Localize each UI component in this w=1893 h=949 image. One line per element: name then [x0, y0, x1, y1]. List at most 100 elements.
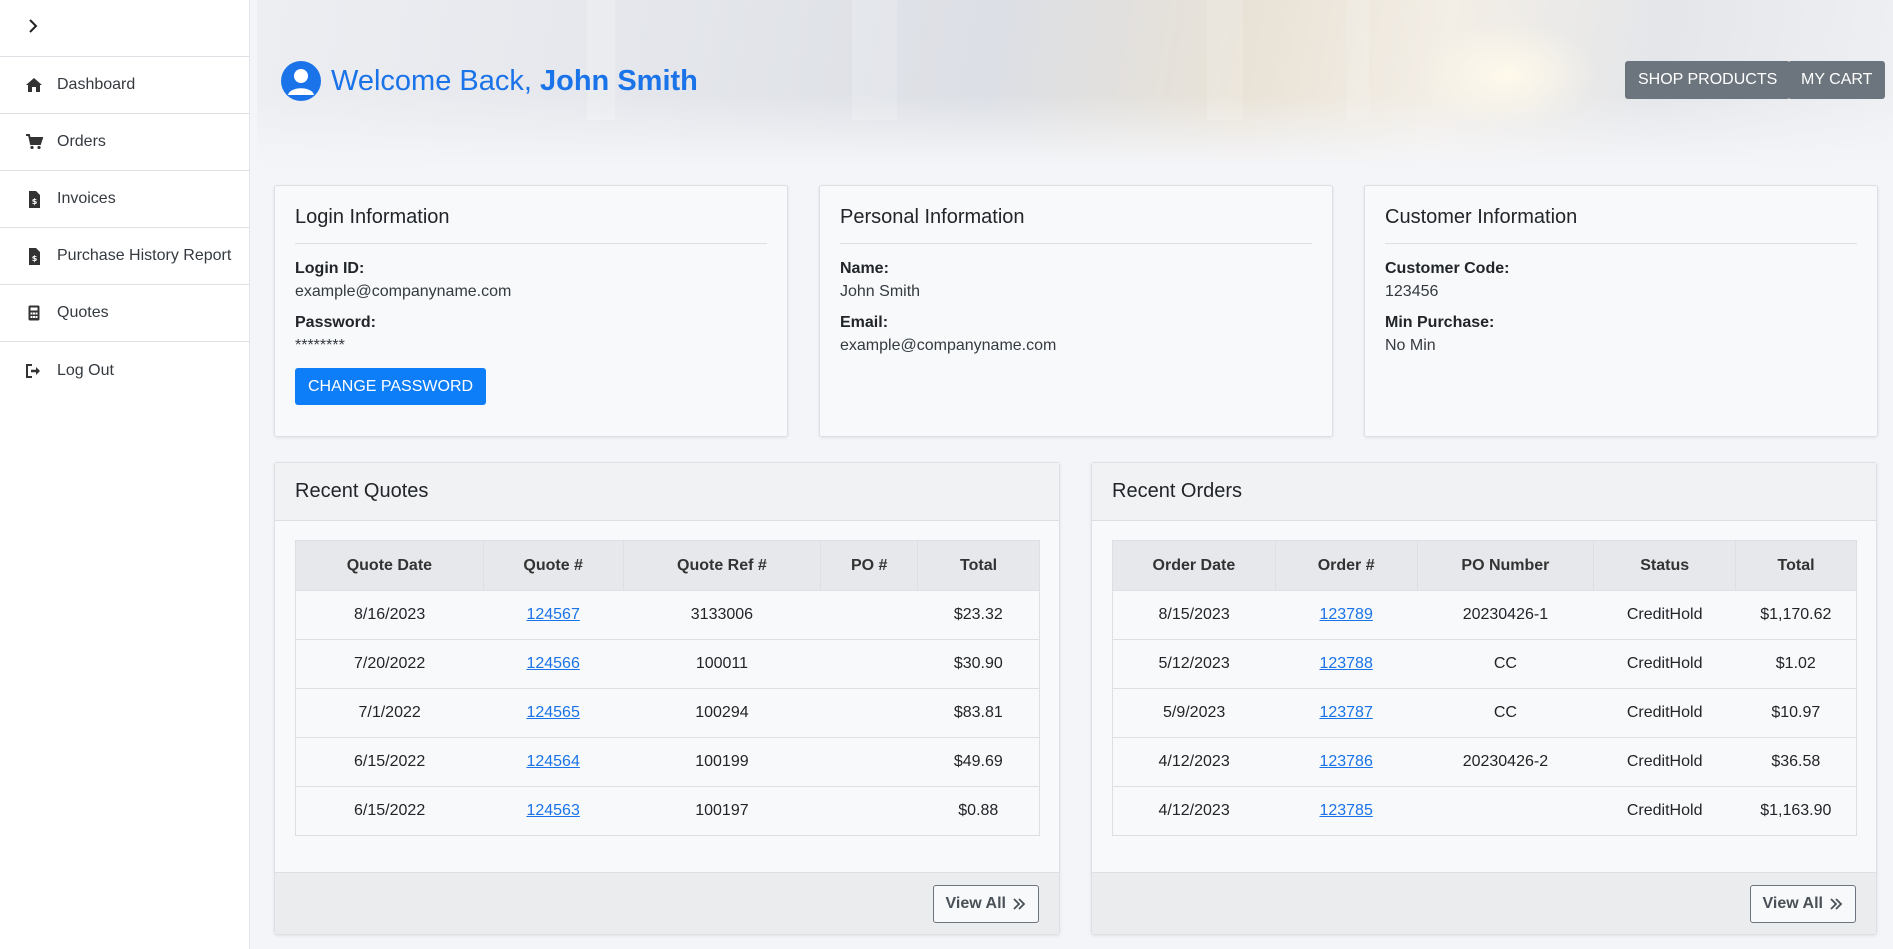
quote-number-link[interactable]: 124563 — [526, 802, 580, 819]
card-footer: View All — [1092, 872, 1876, 934]
table-row: 8/15/2023 123789 20230426-1 CreditHold $… — [1112, 590, 1857, 640]
customer-code-value: 123456 — [1385, 283, 1439, 300]
po-number — [1417, 786, 1594, 836]
svg-text:$: $ — [31, 197, 37, 206]
total: $1,163.90 — [1735, 786, 1857, 836]
svg-text:$: $ — [31, 254, 37, 263]
my-cart-button[interactable]: MY CART — [1788, 61, 1886, 99]
quote-number-link[interactable]: 124566 — [526, 655, 580, 672]
sidebar-item-dashboard[interactable]: Dashboard — [0, 57, 249, 114]
sidebar-item-quotes[interactable]: Quotes — [0, 285, 249, 342]
view-all-quotes-button[interactable]: View All — [932, 885, 1039, 923]
po-number — [820, 590, 918, 640]
view-all-orders-button[interactable]: View All — [1749, 885, 1856, 923]
chevron-right-icon — [27, 18, 39, 39]
double-chevron-right-icon — [1829, 897, 1843, 911]
recent-orders-card: Recent Orders Order Date Order # PO Numb… — [1091, 462, 1877, 935]
table-row: 7/1/2022 124565 100294 $83.81 — [295, 688, 1040, 738]
email-label: Email: — [840, 314, 889, 331]
table-header-row: Order Date Order # PO Number Status Tota… — [1112, 540, 1857, 591]
welcome-heading: Welcome Back, John Smith — [281, 61, 698, 101]
total: $23.32 — [917, 590, 1040, 640]
quote-date: 8/16/2023 — [295, 590, 484, 640]
po-number — [820, 737, 918, 787]
sidebar-item-purchase-history-report[interactable]: $ Purchase History Report — [0, 228, 249, 285]
sidebar-toggle-button[interactable] — [0, 0, 249, 57]
column-header[interactable]: Order # — [1274, 540, 1418, 591]
order-number-link[interactable]: 123787 — [1319, 704, 1373, 721]
table-row: 4/12/2023 123785 CreditHold $1,163.90 — [1112, 786, 1857, 836]
quote-ref: 100011 — [623, 639, 821, 689]
double-chevron-right-icon — [1012, 897, 1026, 911]
min-purchase-value: No Min — [1385, 337, 1436, 354]
column-header[interactable]: Status — [1593, 540, 1737, 591]
login-information-card: Login Information Login ID: example@comp… — [274, 185, 788, 437]
invoice-icon: $ — [25, 190, 43, 208]
total: $1,170.62 — [1735, 590, 1857, 640]
column-header[interactable]: Order Date — [1112, 540, 1276, 591]
sidebar-item-orders[interactable]: Orders — [0, 114, 249, 171]
min-purchase-label: Min Purchase: — [1385, 314, 1495, 331]
column-header[interactable]: Total — [1735, 540, 1857, 591]
order-number-link[interactable]: 123788 — [1319, 655, 1373, 672]
sidebar: Dashboard Orders $ Invoices $ Purchase H… — [0, 0, 250, 949]
user-name: John Smith — [539, 64, 698, 97]
password-value: ******** — [295, 337, 345, 354]
quote-ref: 100294 — [623, 688, 821, 738]
order-number-link[interactable]: 123789 — [1319, 606, 1373, 623]
quote-date: 6/15/2022 — [295, 786, 484, 836]
sidebar-item-label: Invoices — [57, 190, 116, 207]
sidebar-item-log-out[interactable]: Log Out — [0, 342, 249, 399]
recent-quotes-card: Recent Quotes Quote Date Quote # Quote R… — [274, 462, 1060, 935]
order-number-link[interactable]: 123785 — [1319, 802, 1373, 819]
sidebar-item-label: Quotes — [57, 304, 109, 321]
status: CreditHold — [1593, 786, 1736, 836]
column-header[interactable]: PO # — [820, 540, 919, 591]
quote-number-link[interactable]: 124564 — [526, 753, 580, 770]
card-title: Login Information — [295, 206, 767, 244]
page-title: Welcome Back, John Smith — [331, 64, 698, 97]
quote-ref: 100197 — [623, 786, 821, 836]
table-row: 6/15/2022 124564 100199 $49.69 — [295, 737, 1040, 787]
order-number-link[interactable]: 123786 — [1319, 753, 1373, 770]
total: $30.90 — [917, 639, 1040, 689]
change-password-button[interactable]: CHANGE PASSWORD — [295, 368, 487, 405]
order-date: 5/12/2023 — [1112, 639, 1276, 689]
quote-number-link[interactable]: 124567 — [526, 606, 580, 623]
total: $83.81 — [917, 688, 1040, 738]
sidebar-item-invoices[interactable]: $ Invoices — [0, 171, 249, 228]
status: CreditHold — [1593, 590, 1736, 640]
table-row: 6/15/2022 124563 100197 $0.88 — [295, 786, 1040, 836]
login-id-value: example@companyname.com — [295, 283, 512, 300]
po-number — [820, 688, 918, 738]
quote-date: 7/1/2022 — [295, 688, 484, 738]
column-header[interactable]: Quote Ref # — [622, 540, 822, 591]
sidebar-item-label: Dashboard — [57, 76, 136, 93]
card-title: Personal Information — [840, 206, 1312, 244]
column-header[interactable]: Quote # — [482, 540, 624, 591]
total: $10.97 — [1735, 688, 1857, 738]
po-number: CC — [1417, 639, 1594, 689]
status: CreditHold — [1593, 737, 1736, 787]
logout-icon — [25, 362, 43, 380]
table-row: 5/12/2023 123788 CC CreditHold $1.02 — [1112, 639, 1857, 689]
column-header[interactable]: PO Number — [1416, 540, 1595, 591]
column-header[interactable]: Total — [917, 540, 1040, 591]
total: $1.02 — [1735, 639, 1857, 689]
quote-ref: 3133006 — [623, 590, 821, 640]
sidebar-item-label: Orders — [57, 133, 106, 150]
quote-number-link[interactable]: 124565 — [526, 704, 580, 721]
table-row: 7/20/2022 124566 100011 $30.90 — [295, 639, 1040, 689]
column-header[interactable]: Quote Date — [295, 540, 484, 591]
customer-information-card: Customer Information Customer Code: 1234… — [1364, 185, 1878, 437]
main-content: Welcome Back, John Smith SHOP PRODUCTS M… — [257, 0, 1893, 949]
personal-information-card: Personal Information Name: John Smith Em… — [819, 185, 1333, 437]
recent-quotes-table: Quote Date Quote # Quote Ref # PO # Tota… — [295, 540, 1040, 836]
order-date: 5/9/2023 — [1112, 688, 1276, 738]
recent-orders-table: Order Date Order # PO Number Status Tota… — [1112, 540, 1857, 836]
card-title: Customer Information — [1385, 206, 1857, 244]
header-banner — [257, 0, 1893, 165]
quote-ref: 100199 — [623, 737, 821, 787]
status: CreditHold — [1593, 639, 1736, 689]
shop-products-button[interactable]: SHOP PRODUCTS — [1625, 61, 1791, 99]
